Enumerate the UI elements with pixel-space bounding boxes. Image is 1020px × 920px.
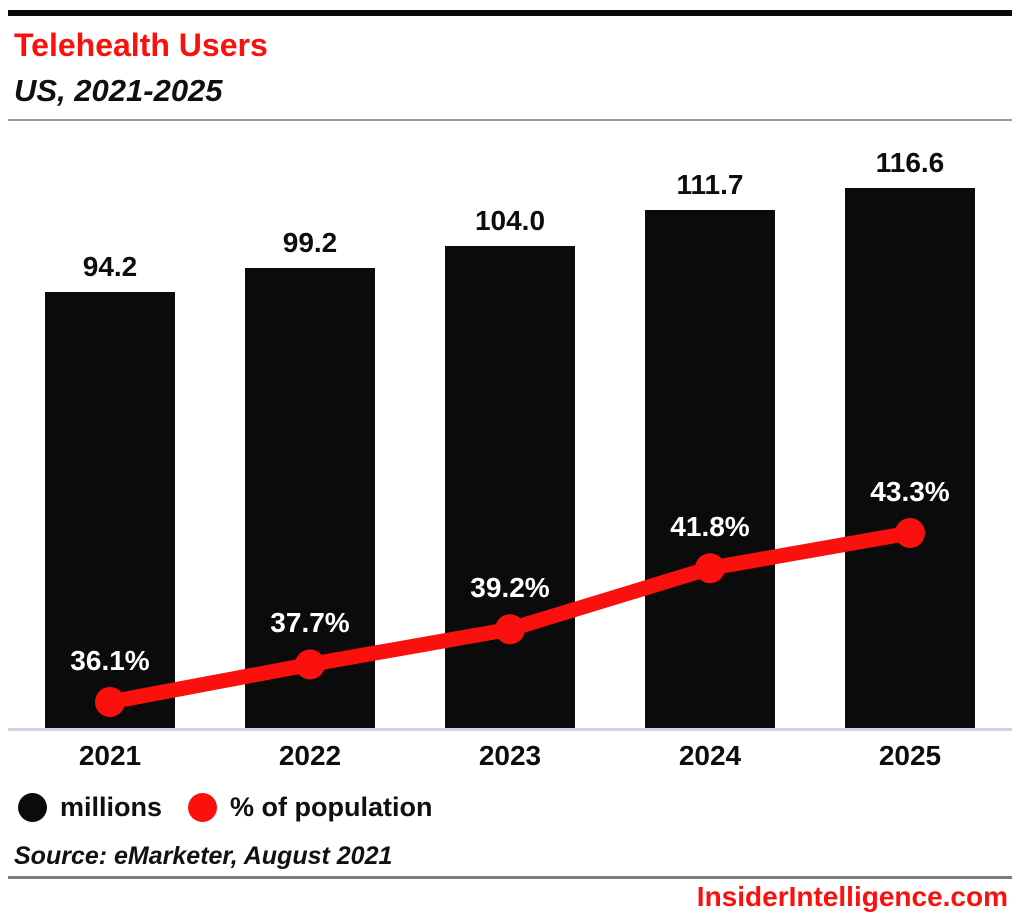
legend-label-percent-of-population: % of population [230,792,433,822]
header-divider [8,119,1012,121]
x-axis-label-2022: 2022 [278,740,342,771]
bar-2023 [445,246,575,728]
x-axis-label-2021: 2021 [78,740,142,771]
bar-2025 [845,187,975,728]
legend-swatch-percent-icon [188,793,218,822]
bar-value-label-2022: 99.2 [282,227,338,259]
legend-item-percent-of-population: % of population [188,792,432,823]
legend-swatch-millions-icon [18,793,47,822]
source-note: Source: eMarketer, August 2021 [14,842,393,870]
footer-divider [8,876,1012,879]
x-axis-baseline [8,728,1012,731]
bar-value-label-2021: 94.2 [82,250,138,282]
bar-value-label-2023: 104.0 [474,205,546,237]
legend-label-millions: millions [60,792,163,822]
chart-subtitle: US, 2021-2025 [14,73,223,108]
top-rule [8,10,1012,16]
x-axis-label-2024: 2024 [678,740,742,771]
chart-title: Telehealth Users [14,27,268,63]
percent-label-2024: 41.8% [670,511,750,543]
bar-2024 [645,210,775,728]
footer-site-link[interactable]: InsiderIntelligence.com [696,881,1008,912]
x-axis-label-2023: 2023 [478,740,542,771]
bar-2022 [245,268,375,728]
bar-value-label-2024: 111.7 [676,169,744,201]
percent-label-2025: 43.3% [870,476,950,508]
bar-value-label-2025: 116.6 [875,146,945,178]
percent-label-2023: 39.2% [470,572,550,604]
x-axis-label-2025: 2025 [878,740,942,771]
percent-label-2021: 36.1% [70,645,150,676]
legend-item-millions: millions [18,792,162,823]
legend: millions % of population [18,792,432,823]
percent-label-2022: 37.7% [270,607,350,639]
